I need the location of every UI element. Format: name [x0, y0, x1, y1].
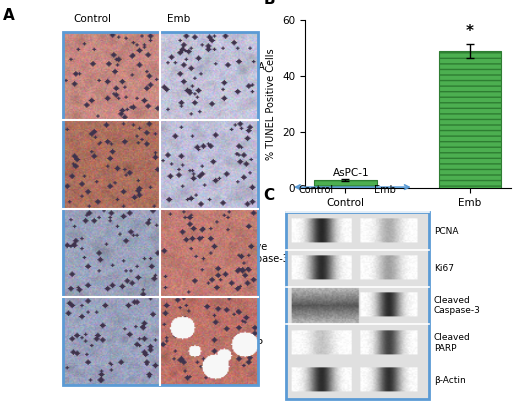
Bar	[314, 180, 377, 188]
Text: Control: Control	[299, 185, 334, 195]
Text: B: B	[264, 0, 275, 7]
Text: Emb: Emb	[167, 14, 191, 24]
Text: Ki67: Ki67	[434, 264, 454, 273]
Text: Emb: Emb	[374, 185, 395, 195]
Text: Control: Control	[73, 14, 111, 24]
Text: Active
Caspase-3: Active Caspase-3	[239, 242, 289, 264]
Text: Ki67: Ki67	[239, 153, 260, 163]
Bar	[439, 51, 501, 188]
Text: PCNA: PCNA	[239, 62, 265, 72]
Text: PCNA: PCNA	[434, 226, 458, 236]
Text: Cleaved
Caspase-3: Cleaved Caspase-3	[434, 296, 481, 315]
Text: β-Actin: β-Actin	[434, 376, 466, 385]
Text: AsPC-1: AsPC-1	[333, 168, 370, 178]
Text: Cleaved
PARP: Cleaved PARP	[434, 333, 471, 353]
Text: C: C	[263, 188, 275, 202]
Y-axis label: % TUNEL Positive Cells: % TUNEL Positive Cells	[266, 49, 276, 160]
Text: A: A	[3, 8, 15, 23]
Text: *: *	[466, 24, 474, 39]
Text: PARP: PARP	[239, 339, 263, 349]
